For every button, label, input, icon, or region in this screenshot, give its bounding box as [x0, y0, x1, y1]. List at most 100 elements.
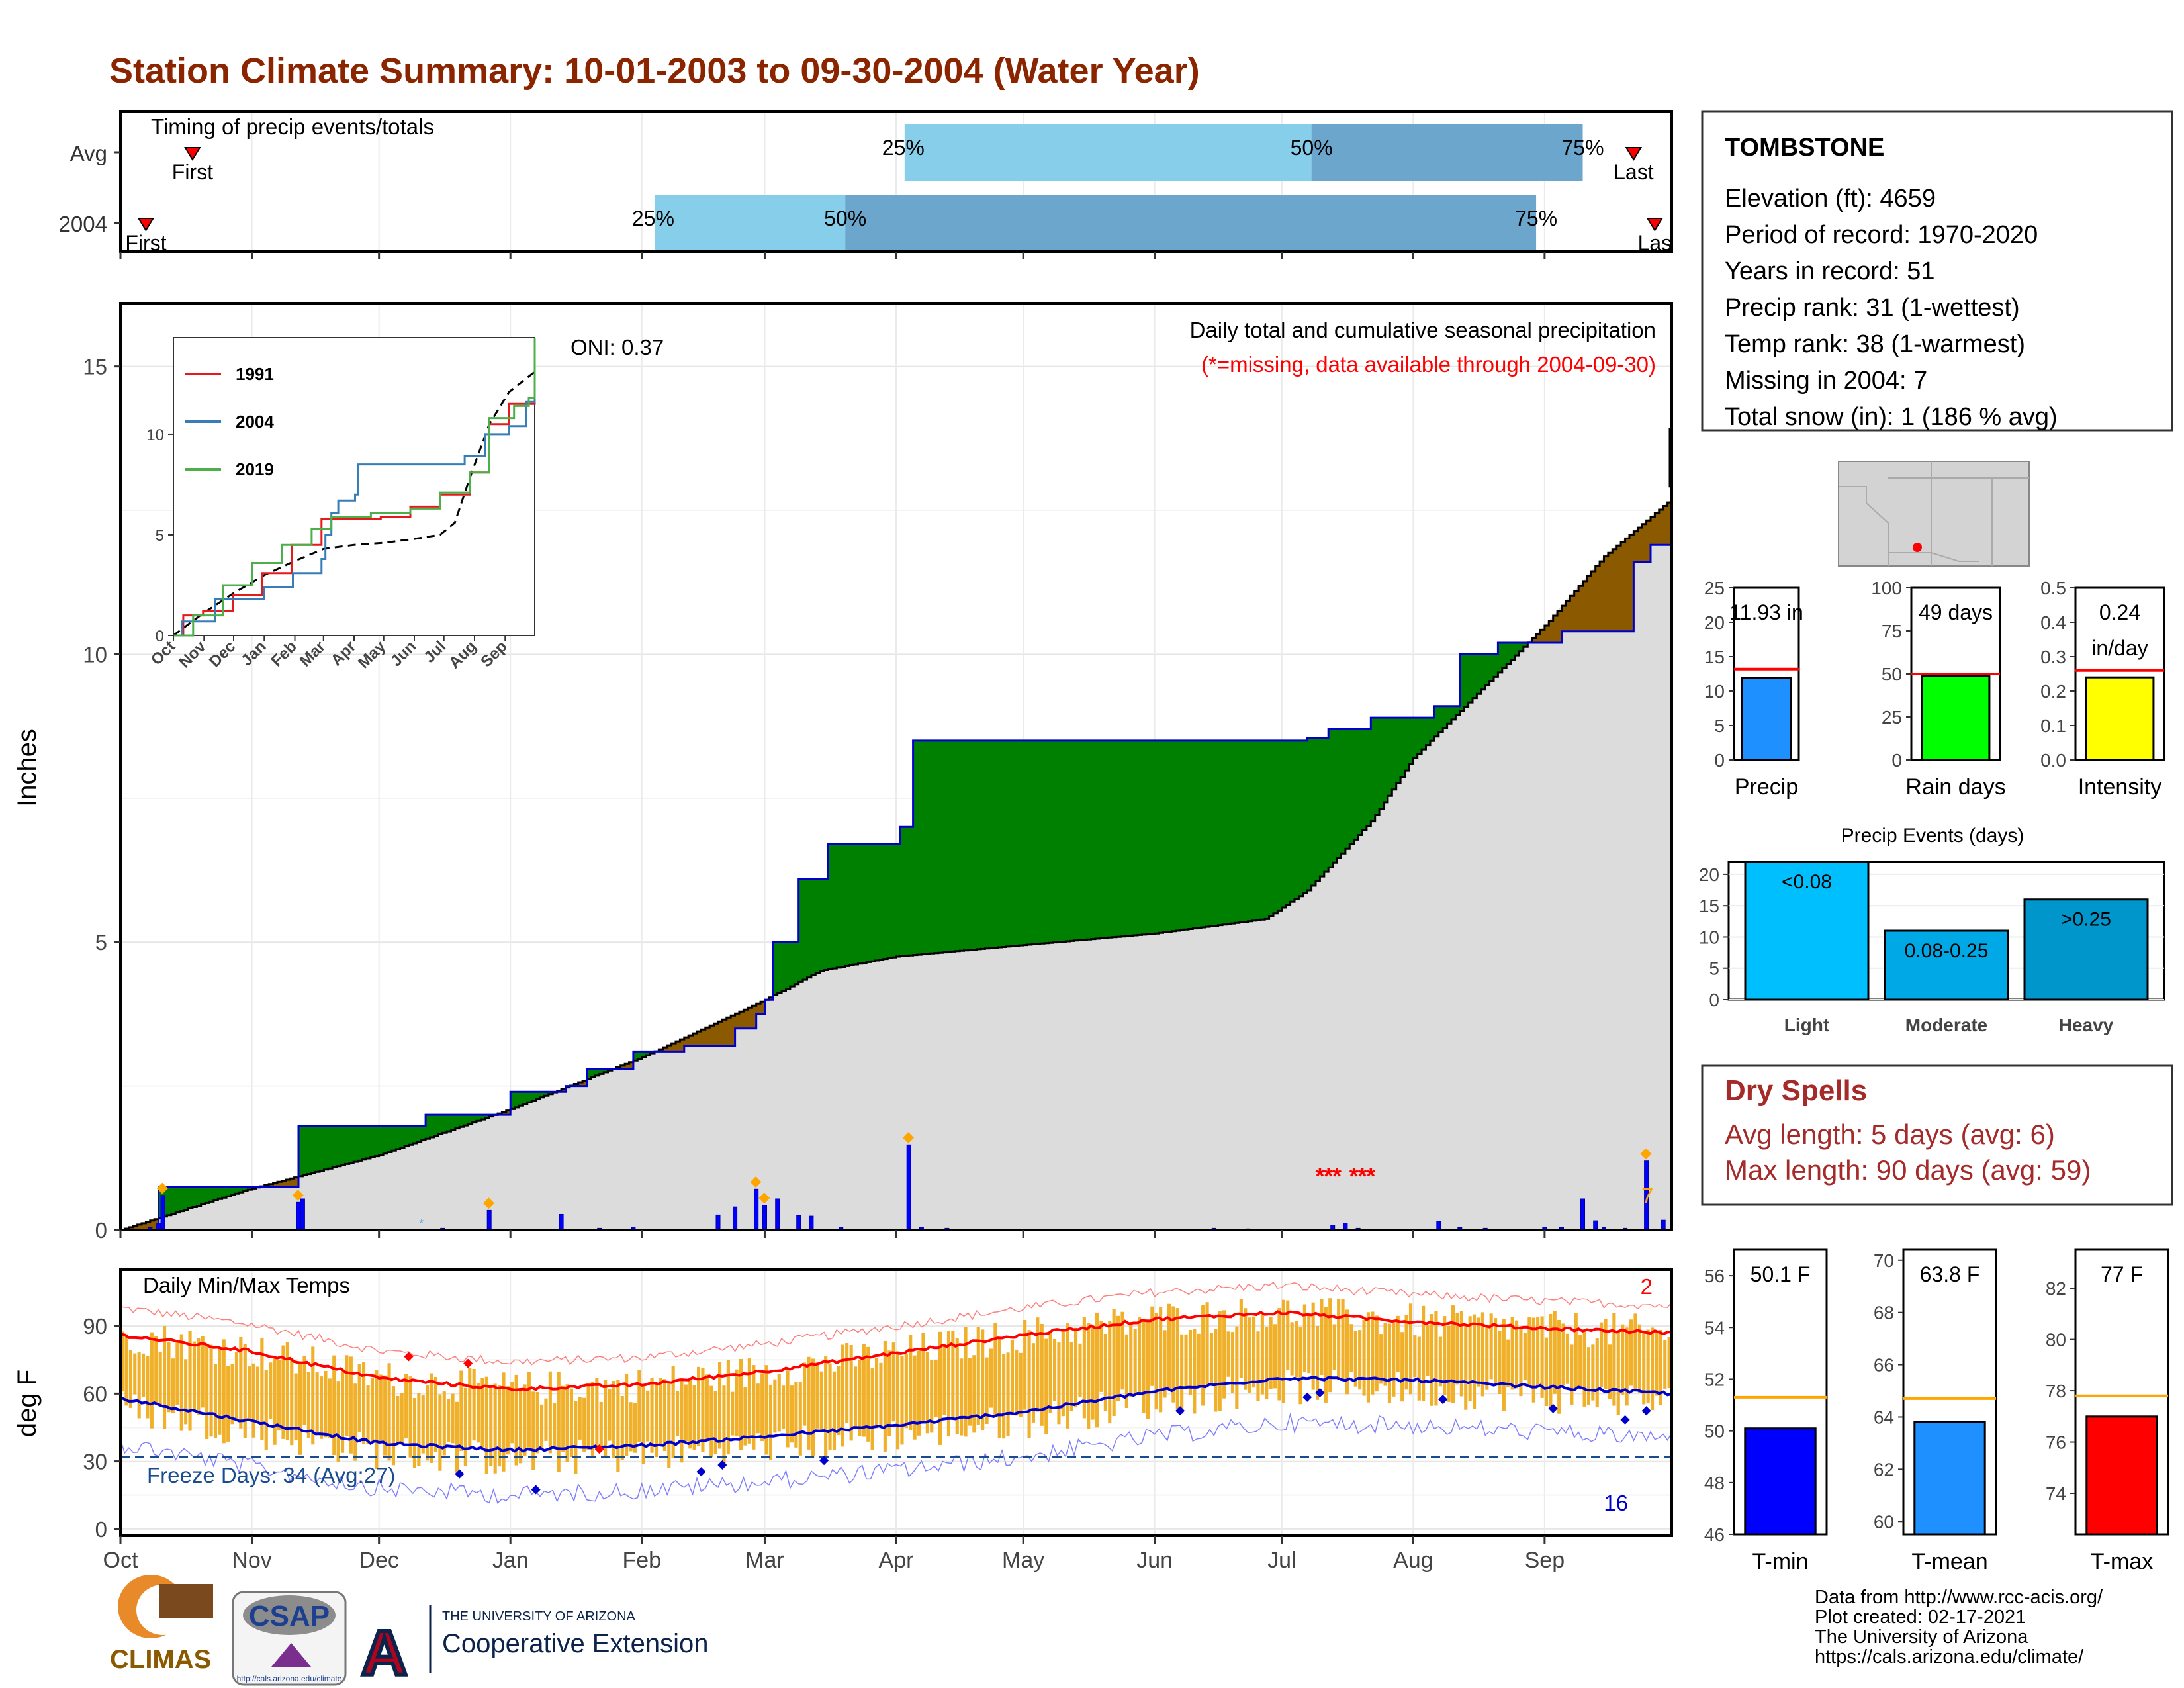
timing-label: Timing of precip events/totals	[151, 115, 434, 139]
record-low-marker	[1548, 1403, 1558, 1413]
departure-segment	[1201, 740, 1206, 927]
daily-temp-bar	[641, 1385, 645, 1464]
departure-segment	[248, 1186, 253, 1190]
daily-temp-bar	[1277, 1307, 1281, 1401]
departure-segment	[1184, 740, 1189, 930]
departure-segment	[1586, 576, 1592, 632]
daily-temp-bar	[955, 1338, 959, 1434]
temp-ytick-label-1: 30	[83, 1450, 107, 1474]
daily-temp-bar	[1244, 1308, 1248, 1390]
departure-segment	[1214, 740, 1219, 926]
mini-ytick-label-T-max: 76	[2046, 1432, 2066, 1453]
departure-segment	[1010, 740, 1015, 947]
departure-segment	[1099, 740, 1105, 939]
precip-panel: * 0 5 10 15 Inches Daily total and cumulati…	[13, 302, 1673, 1243]
departure-segment	[1362, 729, 1367, 831]
daily-temp-bar	[997, 1337, 1001, 1438]
daily-temp-bar	[421, 1395, 425, 1454]
departure-segment	[1188, 740, 1193, 929]
month-label-Nov: Nov	[232, 1548, 271, 1573]
departure-segment	[1103, 740, 1109, 938]
departure-segment	[1366, 729, 1371, 826]
daily-temp-bar	[459, 1370, 463, 1451]
mini-ytick-label-T-min: 46	[1704, 1524, 1725, 1545]
daily-temp-bar	[493, 1383, 497, 1474]
departure-segment	[858, 844, 863, 964]
departure-segment	[1256, 740, 1261, 921]
departure-segment	[1341, 729, 1346, 854]
departure-segment	[946, 740, 952, 952]
daily-temp-bar	[604, 1380, 608, 1458]
mini-value-label-Rain days: 49 days	[1919, 600, 1993, 624]
ua-a-mark: A	[361, 1618, 407, 1688]
mini-axis-label-T-max: T-max	[2091, 1549, 2153, 1574]
departure-segment	[128, 1227, 134, 1230]
daily-temp-bar	[807, 1356, 811, 1450]
daily-temp-bar	[985, 1357, 989, 1424]
departure-segment	[1146, 740, 1151, 935]
departure-segment	[887, 844, 893, 959]
departure-segment	[1222, 740, 1228, 925]
departure-segment	[875, 844, 880, 961]
departure-segment	[269, 1184, 274, 1187]
daily-temp-bar	[302, 1356, 306, 1425]
departure-segment	[1646, 520, 1651, 563]
departure-segment	[1337, 729, 1342, 859]
daily-temp-bar	[1053, 1338, 1057, 1401]
departure-segment	[1582, 581, 1588, 632]
csap-logo-text: CSAP	[249, 1600, 330, 1632]
daily-temp-bar	[739, 1359, 743, 1450]
departure-segment	[688, 1035, 694, 1046]
year-cumulative-line	[120, 543, 1673, 1231]
daily-temp-bar	[243, 1344, 247, 1438]
heavy-event-marker	[292, 1190, 304, 1201]
daily-temp-bar	[811, 1358, 815, 1457]
departure-segment	[1375, 718, 1380, 816]
daily-temp-bar	[438, 1394, 442, 1471]
daily-temp-bar	[1523, 1333, 1527, 1380]
daily-temp-bar	[1404, 1315, 1408, 1390]
events-category-Light: Light	[1784, 1015, 1829, 1035]
departure-segment	[782, 942, 787, 991]
daily-temp-bar	[1193, 1329, 1197, 1414]
departure-segment	[366, 1126, 371, 1158]
mini-ytick-label-T-min: 52	[1704, 1369, 1725, 1389]
daily-temp-bar	[455, 1401, 459, 1473]
station-elevation: Elevation (ft): 4659	[1725, 185, 1936, 212]
departure-segment	[997, 740, 1003, 948]
departure-segment	[815, 878, 821, 974]
temp-panel-title: Daily Min/Max Temps	[143, 1273, 350, 1297]
dry-spells-title: Dry Spells	[1725, 1074, 1867, 1107]
departure-segment	[1328, 729, 1334, 868]
daily-temp-bar	[324, 1371, 328, 1438]
departure-segment	[951, 740, 956, 952]
record-low-line	[120, 1412, 1672, 1504]
daily-temp-bar	[993, 1323, 997, 1415]
daily-temp-bar	[625, 1373, 629, 1456]
daily-temp-bar	[1531, 1317, 1535, 1403]
temp-ytick-label-0: 0	[95, 1517, 107, 1542]
mini-ytick-label-Rain days: 25	[1882, 707, 1902, 727]
daily-temp-bar	[320, 1376, 324, 1439]
events-ytick-label-4: 20	[1699, 865, 1719, 885]
daily-temp-bar	[934, 1360, 938, 1417]
departure-segment	[819, 878, 825, 971]
daily-temp-bar	[671, 1366, 675, 1458]
events-ytick-label-1: 5	[1709, 959, 1719, 979]
departure-segment	[1651, 516, 1655, 545]
daily-temp-bar	[1239, 1299, 1243, 1378]
daily-temp-bar	[760, 1373, 764, 1442]
departure-segment	[1066, 740, 1071, 941]
departure-segment	[1578, 586, 1584, 632]
daily-temp-bar	[426, 1385, 430, 1461]
daily-temp-bar	[1167, 1303, 1171, 1389]
daily-precip-bar	[1580, 1198, 1585, 1231]
departure-segment	[1074, 740, 1079, 941]
month-label-Apr: Apr	[879, 1548, 914, 1573]
timing-q25-label-0: 25%	[882, 136, 925, 160]
daily-temp-bar	[251, 1363, 255, 1438]
departure-segment	[315, 1126, 320, 1172]
departure-segment	[433, 1115, 439, 1136]
departure-segment	[790, 942, 795, 987]
